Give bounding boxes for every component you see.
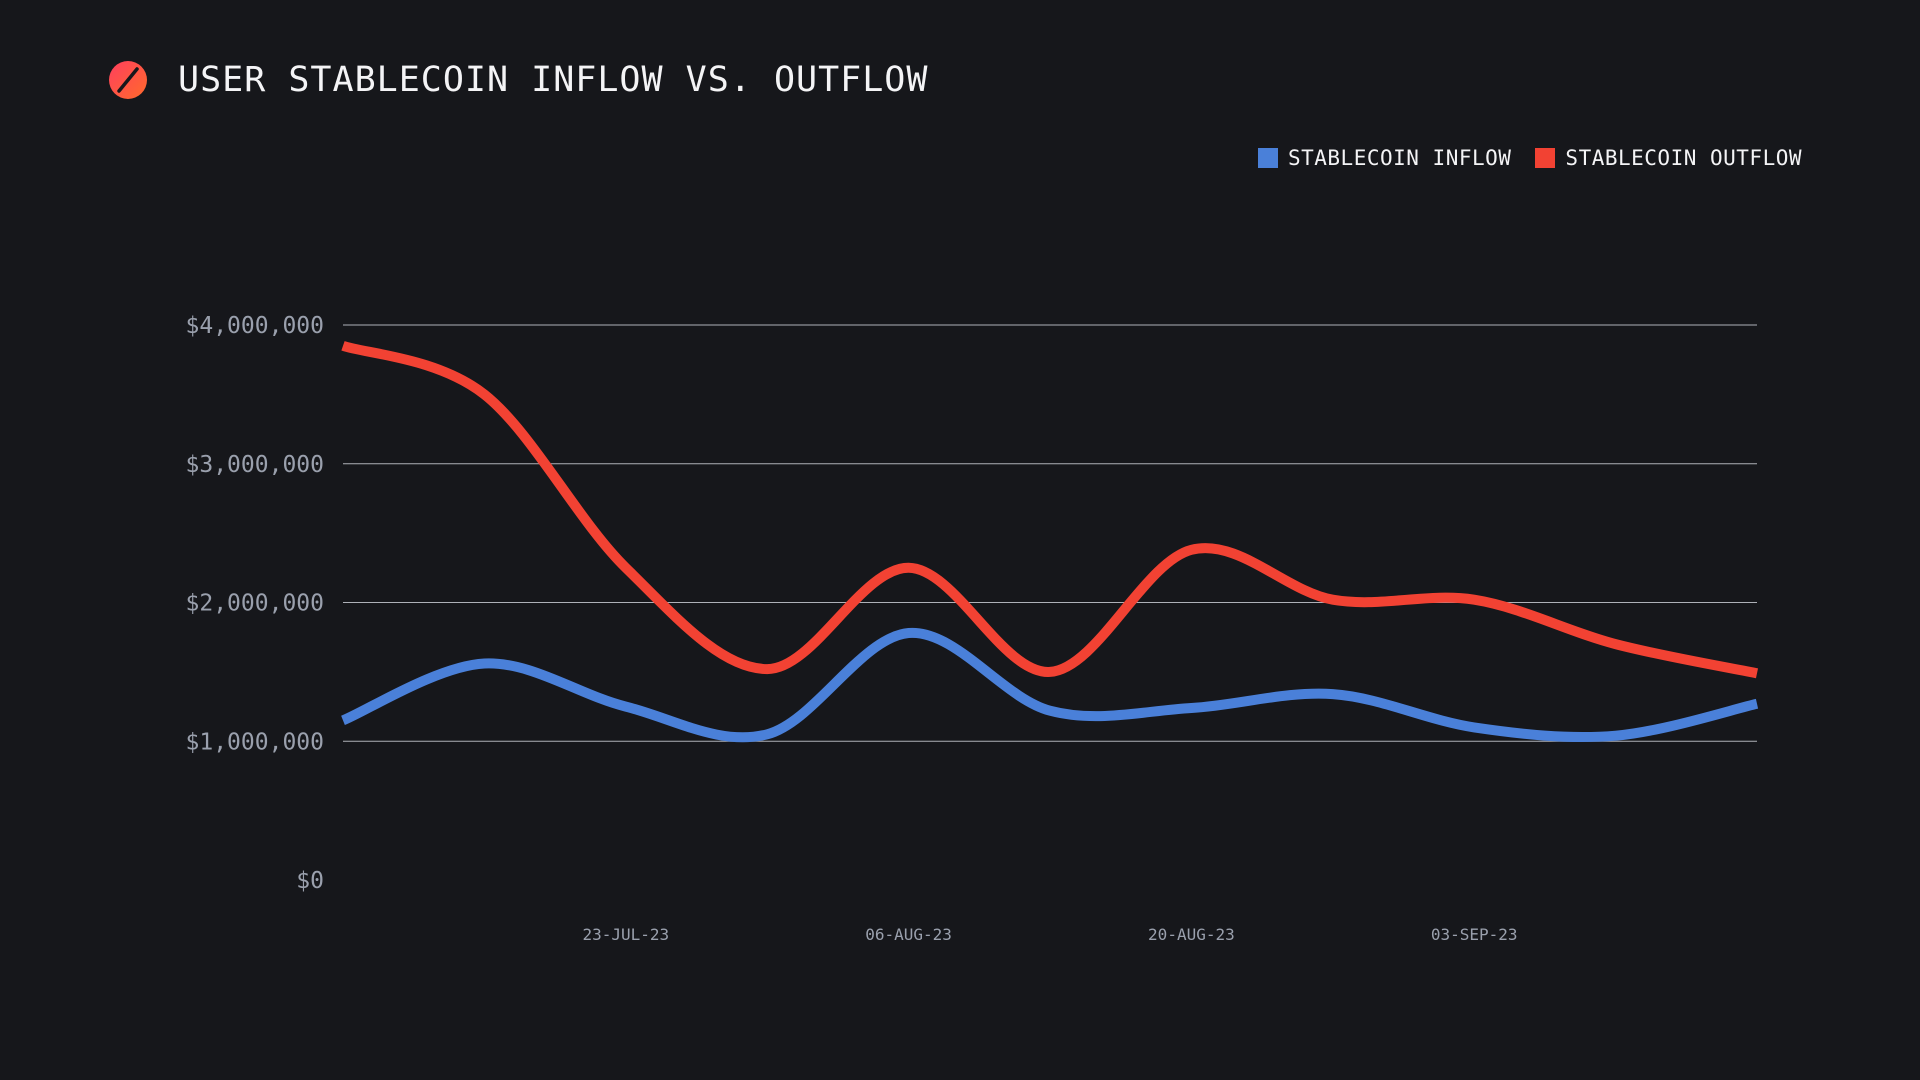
x-tick-label: 03-SEP-23	[1431, 925, 1518, 944]
chart-header: USER STABLECOIN INFLOW VS. OUTFLOW	[108, 56, 928, 104]
series-line-outflow[interactable]	[341, 341, 1759, 679]
grid-layer	[343, 324, 1757, 742]
y-tick-label: $0	[296, 868, 324, 894]
legend-item-inflow[interactable]: STABLECOIN INFLOW	[1257, 146, 1512, 170]
legend-swatch-inflow	[1257, 148, 1278, 168]
legend-swatch-outflow	[1535, 148, 1556, 168]
legend-item-outflow[interactable]: STABLECOIN OUTFLOW	[1535, 146, 1802, 170]
x-tick-label: 06-AUG-23	[865, 925, 952, 944]
x-tick-label: 20-AUG-23	[1148, 925, 1235, 944]
slashed-circle-logo-icon	[109, 61, 147, 99]
legend-label-inflow: STABLECOIN INFLOW	[1287, 146, 1512, 170]
y-tick-label: $1,000,000	[186, 729, 324, 755]
legend-label-outflow: STABLECOIN OUTFLOW	[1565, 146, 1802, 170]
x-axis-tick-labels: 23-JUL-23 06-AUG-23 20-AUG-23 03-SEP-23	[582, 925, 1517, 944]
y-tick-label: $2,000,000	[186, 591, 324, 617]
y-tick-label: $4,000,000	[186, 313, 324, 339]
chart-title: USER STABLECOIN INFLOW VS. OUTFLOW	[178, 60, 929, 100]
series-line-inflow[interactable]	[341, 627, 1759, 743]
x-tick-label: 23-JUL-23	[582, 925, 669, 944]
y-tick-label: $3,000,000	[186, 452, 324, 478]
y-axis-tick-labels: $0 $1,000,000 $2,000,000 $3,000,000 $4,000,0…	[186, 313, 324, 894]
chart-legend: STABLECOIN INFLOW STABLECOIN OUTFLOW	[1257, 146, 1802, 170]
series-layer	[341, 341, 1759, 743]
